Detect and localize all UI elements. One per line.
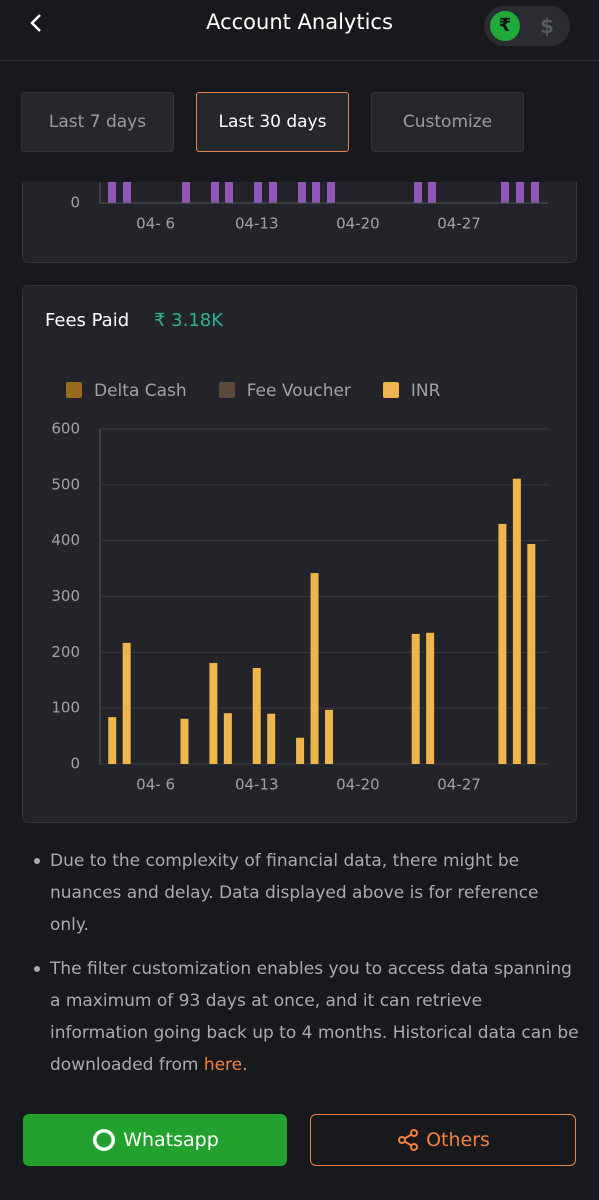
bar (267, 713, 276, 764)
y-tick-label: 400 (51, 531, 80, 549)
y-tick-label: 300 (51, 587, 80, 605)
x-tick-label: 04-13 (235, 776, 279, 794)
note-text: The filter customization enables you to … (50, 959, 579, 1075)
legend-item[interactable]: INR (382, 381, 441, 401)
bar (223, 713, 232, 764)
legend-item[interactable]: Delta Cash (66, 381, 187, 401)
others-button[interactable]: Others (310, 1114, 576, 1166)
bar (310, 573, 319, 764)
button-label: Whatsapp (123, 1129, 219, 1151)
whatsapp-button[interactable]: Whatsapp (23, 1114, 287, 1166)
page-title: Account Analytics (206, 10, 393, 34)
bar (180, 718, 189, 764)
y-tick-label: 100 (51, 699, 80, 717)
legend-swatch (382, 382, 399, 398)
legend-swatch (218, 382, 235, 398)
cropped-bars (108, 182, 539, 203)
note: Due to the complexity of financial data,… (34, 845, 580, 941)
bar (108, 717, 117, 764)
legend-item[interactable]: Fee Voucher (218, 381, 351, 401)
bar (296, 737, 305, 764)
back-button[interactable] (24, 12, 48, 36)
tab[interactable]: Last 7 days (21, 92, 174, 152)
bar (122, 642, 131, 764)
charts: 0 04- 6 04-13 04-20 04-27 0 100 200 300 400 500 600… (51, 182, 548, 794)
x-tick-label: 04- 6 (136, 215, 175, 233)
bar (252, 667, 261, 764)
bar (527, 544, 536, 764)
divider (0, 60, 599, 61)
button-label: Others (426, 1129, 490, 1151)
legend-label: INR (410, 381, 441, 401)
legend-label: Fee Voucher (246, 381, 351, 401)
note: The filter customization enables you to … (34, 953, 580, 1081)
x-tick-label: 04-13 (235, 215, 279, 233)
legend-label: Delta Cash (94, 381, 187, 401)
bar (325, 709, 333, 764)
currency-inr[interactable]: ₹ (490, 11, 520, 41)
y-tick-label: 200 (51, 643, 80, 661)
y-tick-label: 500 (51, 475, 80, 493)
share-icon (398, 1129, 419, 1151)
tab[interactable]: Customize (371, 92, 524, 152)
x-tick-label: 04-20 (336, 776, 380, 794)
y-tick-label: 600 (51, 420, 80, 438)
chart-title: Fees Paid (45, 310, 130, 331)
currency-toggle[interactable]: ₹ $ (484, 6, 570, 46)
whatsapp-icon (93, 1129, 116, 1151)
x-tick-label: 04-20 (336, 215, 380, 233)
bar (426, 632, 435, 764)
note-end: . (242, 1055, 248, 1075)
download-link[interactable]: here (203, 1055, 243, 1075)
bar (209, 662, 218, 764)
bar (498, 523, 507, 764)
legend: Delta Cash Fee Voucher INR (66, 381, 472, 401)
y-tick-label: 0 (70, 194, 80, 212)
x-tick-label: 04- 6 (136, 776, 175, 794)
legend-swatch (66, 382, 82, 398)
x-tick-label: 04-27 (437, 215, 481, 233)
bar (411, 633, 420, 764)
y-tick-label: 0 (70, 755, 80, 773)
fees-total: ₹ 3.18K (154, 310, 224, 331)
tab-active[interactable]: Last 30 days (196, 92, 349, 152)
x-tick-label: 04-27 (437, 776, 481, 794)
bar (512, 478, 521, 764)
currency-usd[interactable]: $ (540, 14, 554, 38)
